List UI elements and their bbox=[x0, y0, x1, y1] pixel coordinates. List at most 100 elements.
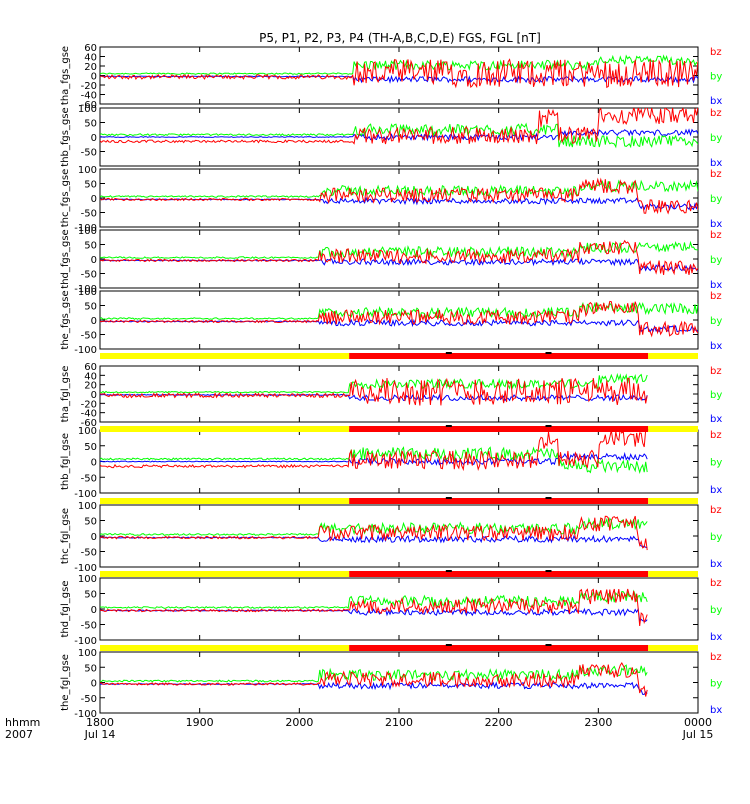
series-group bbox=[100, 515, 648, 551]
y-tick-label: 40 bbox=[84, 371, 97, 382]
legend-bz: bz bbox=[710, 291, 722, 302]
mode-marker bbox=[445, 497, 452, 499]
mode-marker bbox=[545, 497, 552, 499]
y-tick-label: 50 bbox=[84, 590, 97, 601]
series-line-bz bbox=[100, 515, 648, 551]
x-tick-label: 2300 bbox=[584, 716, 612, 729]
mode-bar-3 bbox=[100, 497, 698, 504]
panel-frame bbox=[99, 168, 699, 228]
y-axis-label: tha_fgs_gse bbox=[60, 46, 71, 105]
y-tick-label: -40 bbox=[81, 91, 97, 102]
mode-bars-group bbox=[100, 352, 698, 651]
x-axis: hhmm 2007 1800 1900 2000 2100 2200 2300 0000Ju… bbox=[5, 716, 713, 741]
series-line-bz bbox=[100, 588, 648, 627]
legend-bz: bz bbox=[710, 169, 722, 180]
series-line-bz bbox=[100, 430, 648, 472]
mode-marker bbox=[445, 352, 452, 354]
series-line-by bbox=[100, 446, 648, 475]
series-line-by bbox=[100, 54, 698, 75]
y-tick-label: 60 bbox=[84, 43, 97, 54]
legend-bx: bx bbox=[710, 341, 722, 352]
y-tick-label: -50 bbox=[81, 694, 97, 705]
series-group bbox=[100, 588, 648, 627]
series-group bbox=[100, 108, 698, 149]
y-tick-label: -100 bbox=[74, 636, 97, 647]
panel-frame bbox=[99, 504, 699, 568]
x-tick-label: 1800 bbox=[86, 716, 114, 729]
mode-segment-slow bbox=[648, 353, 698, 359]
y-tick-label: 0 bbox=[91, 316, 97, 327]
mode-segment-fast bbox=[349, 426, 649, 432]
y-tick-label: -100 bbox=[74, 563, 97, 574]
y-tick-label: 100 bbox=[78, 426, 97, 437]
mode-marker bbox=[445, 644, 452, 646]
mode-segment-slow bbox=[648, 426, 698, 432]
y-axis-label: thd_fgs_gse bbox=[60, 229, 71, 288]
mode-bar-2 bbox=[100, 425, 698, 432]
series-line-bx bbox=[100, 534, 648, 549]
y-tick-label: -20 bbox=[81, 81, 97, 92]
y-tick-label: 50 bbox=[84, 180, 97, 191]
y-tick-label: 0 bbox=[91, 72, 97, 83]
y-tick-label: -100 bbox=[74, 284, 97, 295]
y-tick-label: 50 bbox=[84, 442, 97, 453]
legend-bz: bz bbox=[710, 430, 722, 441]
y-tick-label: -50 bbox=[81, 331, 97, 342]
series-group bbox=[100, 430, 648, 475]
y-tick-label: 40 bbox=[84, 53, 97, 64]
y-tick-label: -50 bbox=[81, 621, 97, 632]
mode-segment-slow bbox=[100, 353, 350, 359]
y-tick-label: -50 bbox=[81, 548, 97, 559]
y-tick-label: 50 bbox=[84, 517, 97, 528]
y-tick-label: 100 bbox=[78, 165, 97, 176]
series-line-bz bbox=[100, 239, 698, 276]
y-tick-label: -100 bbox=[74, 345, 97, 356]
mode-marker bbox=[545, 570, 552, 572]
series-group bbox=[100, 177, 698, 215]
mode-marker bbox=[445, 570, 452, 572]
y-tick-label: -100 bbox=[74, 223, 97, 234]
y-tick-label: -100 bbox=[74, 489, 97, 500]
mode-segment-slow bbox=[100, 645, 350, 651]
legend-bx: bx bbox=[710, 414, 722, 425]
legend-bx: bx bbox=[710, 559, 722, 570]
x-tick-label: 1900 bbox=[186, 716, 214, 729]
y-axis-label: tha_fgl_gse bbox=[60, 366, 71, 423]
y-tick-label: 50 bbox=[84, 119, 97, 130]
y-tick-label: 100 bbox=[78, 574, 97, 585]
series-line-bz bbox=[100, 177, 698, 215]
x-date-label: Jul 15 bbox=[682, 728, 714, 741]
legend-bx: bx bbox=[710, 219, 722, 230]
y-tick-label: 100 bbox=[78, 226, 97, 237]
legend-bx: bx bbox=[710, 280, 722, 291]
y-tick-label: -50 bbox=[81, 473, 97, 484]
x-tick-label: 2100 bbox=[385, 716, 413, 729]
series-line-by bbox=[100, 179, 698, 198]
legend-bx: bx bbox=[710, 96, 722, 107]
mode-bar-1 bbox=[100, 352, 698, 359]
legend-by: by bbox=[710, 255, 722, 266]
y-axis-label: thd_fgl_gse bbox=[60, 581, 71, 638]
y-tick-label: -50 bbox=[81, 270, 97, 281]
y-tick-label: 0 bbox=[91, 605, 97, 616]
mode-marker bbox=[545, 425, 552, 427]
legend-by: by bbox=[710, 133, 722, 144]
y-tick-label: -40 bbox=[81, 409, 97, 420]
x-axis-row-label-year: 2007 bbox=[5, 728, 33, 741]
legend-by: by bbox=[710, 679, 722, 690]
y-axis-label: thb_fgs_gse bbox=[60, 107, 71, 166]
x-axis-row-label-hhmm: hhmm bbox=[5, 716, 40, 729]
y-tick-label: 0 bbox=[91, 194, 97, 205]
legend-by: by bbox=[710, 390, 722, 401]
legend-by: by bbox=[710, 194, 722, 205]
series-line-bz bbox=[100, 662, 648, 697]
y-tick-label: -50 bbox=[81, 148, 97, 159]
legend-by: by bbox=[710, 458, 722, 469]
x-date-label: Jul 14 bbox=[84, 728, 116, 741]
y-tick-label: 0 bbox=[91, 255, 97, 266]
